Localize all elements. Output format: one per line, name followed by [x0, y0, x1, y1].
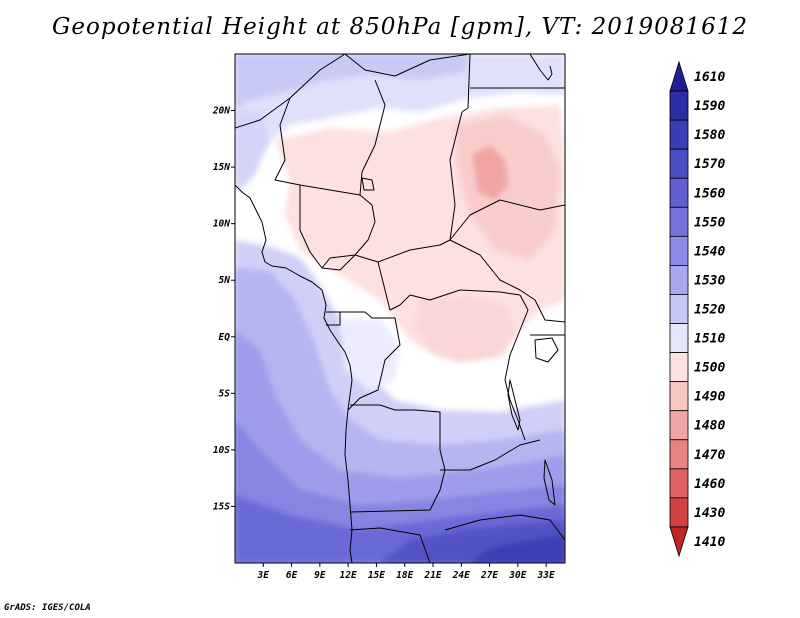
lon-tick-label: 18E: [396, 570, 413, 581]
border-north-1: [344, 54, 471, 77]
colorbar-swatch: [669, 177, 689, 208]
border-car: [377, 239, 536, 301]
latitude-axis: 20N 15N 10N 5N EQ 5S 10S 15S: [212, 106, 235, 512]
border-sudan-south: [449, 199, 565, 241]
colorbar-swatch: [669, 60, 689, 92]
field-north-blue: [235, 54, 565, 180]
colorbar-swatch: [669, 90, 689, 121]
lat-tick-label: 10N: [213, 219, 230, 230]
colorbar-swatch: [669, 439, 689, 470]
lat-tick-label: 10S: [213, 445, 230, 456]
lat-tick-label: 15S: [213, 501, 230, 512]
field-pink-central: [415, 295, 515, 362]
lon-tick-label: 30E: [508, 570, 526, 581]
colorbar-swatch: [669, 206, 689, 237]
height-field: [235, 54, 565, 563]
colorbar-label: 1520: [694, 303, 725, 318]
lat-tick-label: 15N: [213, 162, 230, 173]
colorbar-swatch: [669, 148, 689, 179]
lat-tick-label: EQ: [219, 332, 231, 343]
field-interior-pale: [340, 318, 400, 392]
lon-tick-label: 21E: [423, 570, 441, 581]
field-pink-1480: [472, 145, 508, 200]
border-east-1: [534, 299, 565, 323]
colorbar-swatch: [669, 526, 689, 558]
lake-tanganyika: [507, 379, 521, 431]
colorbar-label: 1570: [694, 157, 725, 172]
colorbar-swatch: [669, 235, 689, 266]
field-north-blue-dark: [235, 54, 470, 110]
colorbar-label: 1470: [694, 448, 725, 463]
lon-tick-label: 27E: [480, 570, 498, 581]
lon-tick-label: 33E: [537, 570, 555, 581]
lat-tick-label: 5N: [219, 275, 231, 286]
border-chad-west: [449, 111, 463, 241]
political-boundaries: [235, 54, 565, 563]
border-drc-north: [409, 289, 521, 301]
colorbar-label: 1610: [694, 70, 725, 85]
colorbar-label: 1430: [694, 506, 725, 521]
colorbar-label: 1490: [694, 390, 725, 405]
colorbar-swatch: [669, 323, 689, 353]
colorbar-label: 1480: [694, 419, 725, 434]
colorbar-swatch: [669, 352, 689, 383]
coastline-west-africa: [235, 184, 353, 563]
lake-malawi: [543, 459, 556, 506]
colorbar: 1610 1590 1580 1570 1560 1550 1540 1530 1520 1510…: [669, 60, 725, 558]
colorbar-label: 1510: [694, 332, 725, 347]
border-zambia: [440, 439, 541, 471]
lat-tick-label: 20N: [212, 106, 230, 117]
colorbar-label: 1540: [694, 244, 725, 259]
colorbar-label: 1410: [694, 535, 725, 550]
lat-tick-label: 5S: [219, 388, 231, 399]
lon-tick-label: 9E: [314, 570, 326, 581]
lon-tick-label: 24E: [452, 570, 470, 581]
lon-tick-label: 3E: [257, 570, 270, 581]
colorbar-label: 1580: [694, 128, 725, 143]
border-namibia: [349, 527, 431, 563]
colorbar-label: 1460: [694, 477, 725, 492]
colorbar-swatch: [669, 119, 689, 150]
colorbar-swatch: [669, 410, 689, 441]
border-southeast: [444, 514, 565, 541]
field-northwest-blue: [235, 110, 270, 190]
colorbar-label: 1550: [694, 215, 725, 230]
red-sea-coast: [529, 54, 553, 81]
colorbar-label: 1560: [694, 186, 725, 201]
border-drc-east: [504, 294, 529, 441]
colorbar-swatch: [669, 497, 689, 528]
border-angola: [349, 404, 446, 513]
border-congo: [340, 311, 401, 411]
grads-credit: GrADS: IGES/COLA: [4, 603, 91, 613]
colorbar-swatch: [669, 468, 689, 499]
colorbar-swatch: [669, 381, 689, 412]
border-libya-egypt: [461, 54, 471, 113]
colorbar-label: 1530: [694, 273, 725, 288]
colorbar-swatch: [669, 265, 689, 295]
border-chad-niger: [359, 79, 386, 206]
border-gabon: [326, 311, 341, 326]
lon-tick-label: 12E: [340, 570, 357, 581]
border-cameroon: [321, 254, 411, 311]
longitude-axis: 3E 6E 9E 12E 15E 18E 21E 24E 27E 30E 33E: [257, 563, 555, 581]
colorbar-label: 1500: [694, 361, 725, 376]
map-title: Geopotential Height at 850hPa [gpm], VT:…: [52, 14, 748, 40]
lon-tick-label: 15E: [368, 570, 385, 581]
border-mali-niger: [274, 97, 361, 196]
lake-victoria: [534, 337, 559, 363]
field-south-blue-1580: [470, 535, 565, 563]
lon-tick-label: 6E: [286, 570, 298, 581]
lake-chad: [361, 177, 375, 191]
colorbar-swatch: [669, 294, 689, 324]
border-nigeria: [299, 185, 376, 271]
colorbar-label: 1590: [694, 99, 725, 114]
plot-frame: [234, 53, 566, 564]
